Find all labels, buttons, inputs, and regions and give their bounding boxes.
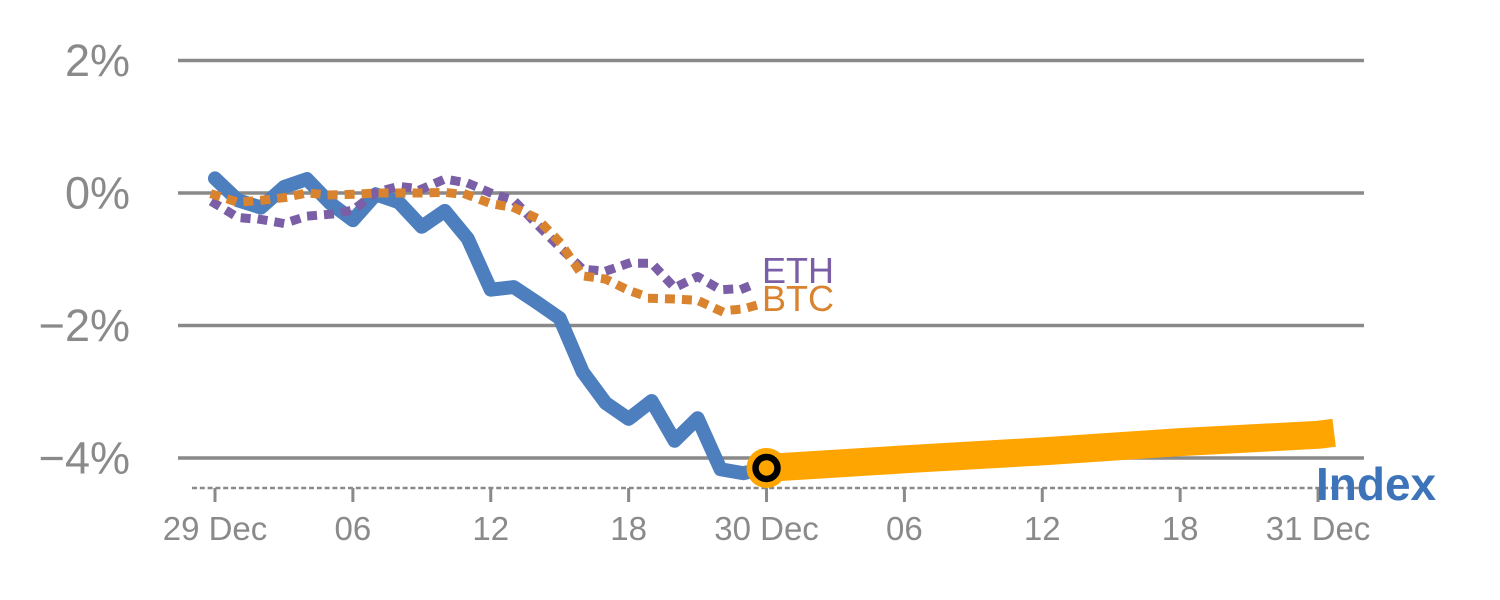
y-axis-label: −2%: [39, 300, 130, 351]
current-point-ring: [752, 453, 781, 483]
x-axis-label: 06: [886, 510, 923, 547]
x-axis-label: 12: [1024, 510, 1061, 547]
y-axis-label: 2%: [65, 35, 130, 86]
index-label: Index: [1316, 458, 1437, 510]
eth-label: ETH: [762, 250, 834, 291]
y-axis-label: 0%: [65, 168, 130, 219]
x-axis-label: 18: [1162, 510, 1199, 547]
btc-label: BTC: [762, 278, 834, 319]
btc-line: [209, 187, 761, 316]
x-axis-label: 18: [610, 510, 647, 547]
x-axis-label: 29 Dec: [163, 510, 268, 547]
y-axis-label: −4%: [39, 433, 130, 484]
index-current-line: [765, 418, 1336, 482]
x-axis-label: 31 Dec: [1266, 510, 1371, 547]
x-axis-label: 12: [472, 510, 509, 547]
x-axis-label: 06: [335, 510, 372, 547]
eth-line: [208, 174, 761, 295]
index-line: [208, 171, 774, 481]
x-axis-label: 30 Dec: [714, 510, 819, 547]
